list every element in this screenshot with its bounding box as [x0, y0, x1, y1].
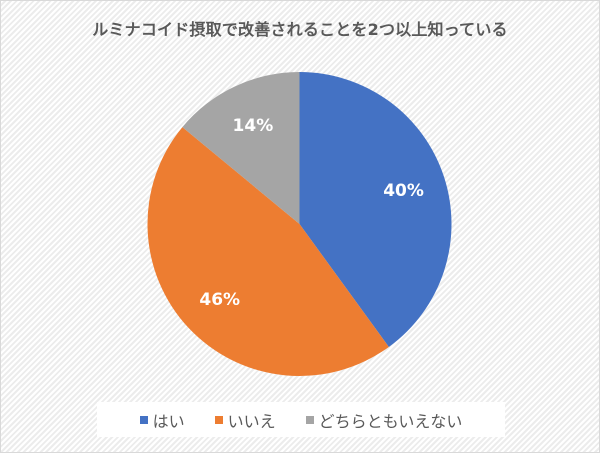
slice-yes [299, 72, 452, 347]
legend-label-neither: どちらともいえない [318, 411, 463, 431]
chart-legend: はい いいえ どちらともいえない [97, 402, 505, 437]
legend-item-yes: はい [139, 408, 185, 432]
legend-swatch-neither [305, 415, 314, 424]
slice-neither [182, 72, 300, 224]
slice-neither-label: 14% [233, 116, 274, 136]
legend-item-neither: どちらともいえない [305, 408, 463, 432]
slice-no [147, 127, 389, 376]
legend-swatch-yes [139, 415, 148, 424]
legend-item-no: いいえ [214, 408, 276, 432]
slice-no-label: 46% [199, 290, 240, 310]
slice-yes-label: 40% [383, 181, 424, 201]
chart-title: ルミナコイド摂取で改善されることを2つ以上知っている [92, 20, 508, 39]
legend-swatch-no [214, 415, 223, 424]
legend-label-yes: はい [152, 411, 185, 431]
legend-label-no: いいえ [227, 411, 276, 431]
